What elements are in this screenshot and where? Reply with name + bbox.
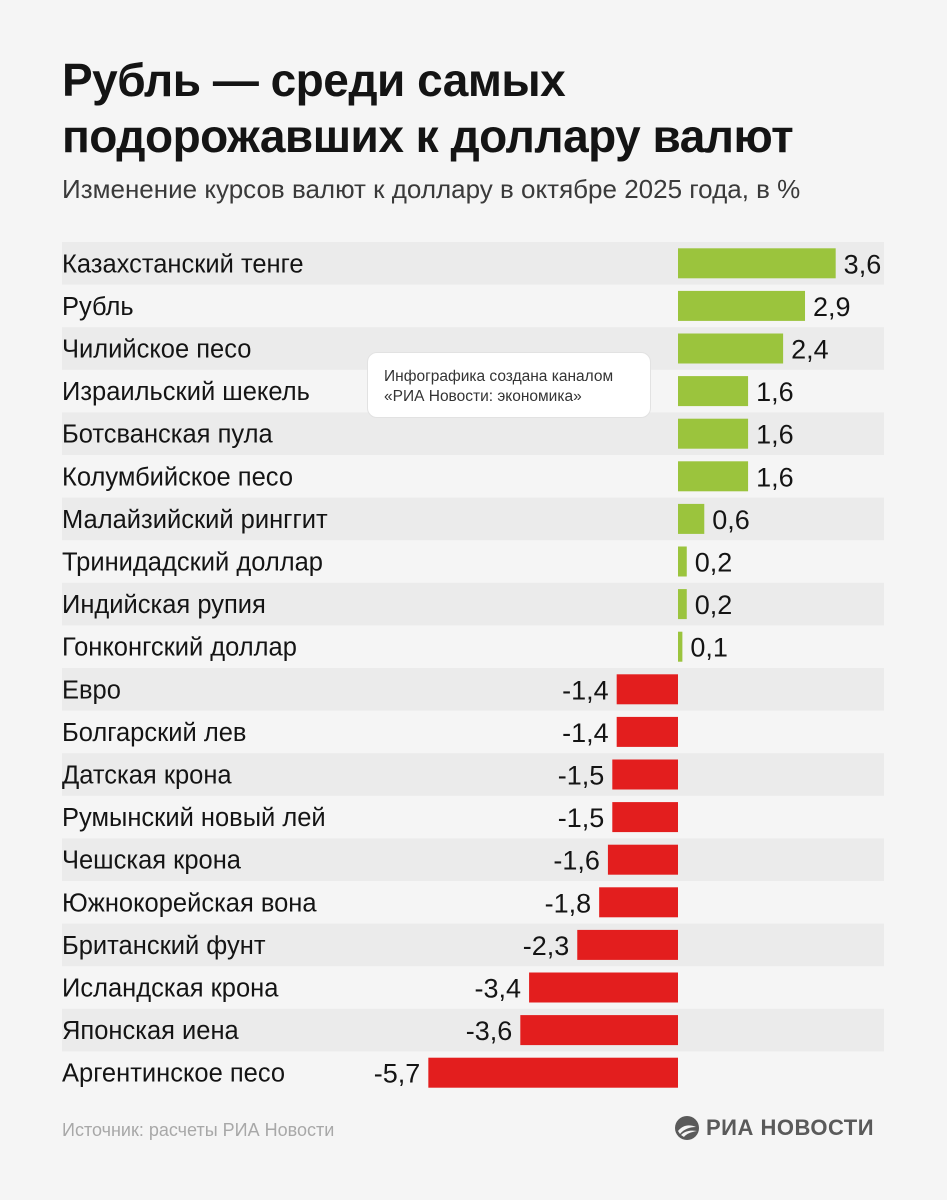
data-label: -2,3	[523, 931, 570, 961]
category-label: Аргентинское песо	[62, 1060, 285, 1088]
watermark-line-2: «РИА Новости: экономика»	[384, 388, 582, 405]
row-stripe	[62, 1008, 884, 1052]
bar	[616, 716, 678, 747]
bar	[678, 248, 836, 279]
category-label: Евро	[62, 676, 121, 704]
category-label: Румынский новый лей	[62, 804, 326, 832]
bar	[678, 589, 687, 620]
bar	[678, 546, 687, 577]
category-label: Ботсванская пула	[62, 421, 273, 449]
data-label: 0,2	[695, 548, 733, 578]
category-label: Чилийское песо	[62, 336, 251, 364]
data-label: 1,6	[756, 377, 794, 407]
bar	[678, 290, 806, 321]
ria-logo-text: РИА НОВОСТИ	[706, 1115, 875, 1140]
data-label: -1,4	[562, 718, 609, 748]
row-stripe	[62, 582, 884, 626]
bar	[678, 376, 749, 407]
data-label: 0,1	[690, 633, 728, 663]
bar	[678, 631, 683, 662]
bar	[599, 887, 678, 918]
data-label: 0,2	[695, 590, 733, 620]
bar	[616, 674, 678, 705]
row-stripe	[62, 838, 884, 881]
chart-title: Рубль — среди самых подорожавших к доллар…	[62, 52, 922, 164]
category-label: Болгарский лев	[62, 719, 246, 747]
data-label: -1,4	[562, 675, 609, 705]
bar	[678, 461, 749, 492]
title-line-2: подорожавших к доллару валют	[62, 110, 794, 162]
bar	[678, 503, 705, 534]
data-label: -1,5	[558, 761, 605, 791]
category-label: Британский фунт	[62, 932, 266, 960]
bar	[612, 759, 678, 790]
data-label: -5,7	[374, 1059, 421, 1089]
watermark-line-1: Инфографика создана каналом	[384, 368, 614, 385]
data-label: -3,6	[466, 1016, 513, 1046]
category-label: Японская иена	[62, 1017, 240, 1045]
data-label: 2,4	[791, 335, 829, 365]
bar	[612, 802, 678, 833]
bar	[529, 972, 678, 1003]
category-label: Рубль	[62, 293, 134, 321]
category-label: Малайзийский ринггит	[62, 506, 328, 534]
data-label: -3,4	[475, 974, 522, 1004]
row-stripe	[62, 753, 884, 796]
category-label: Индийская рупия	[62, 591, 266, 619]
bar	[678, 418, 749, 449]
row-stripe	[62, 923, 884, 967]
row-stripe	[62, 497, 884, 541]
category-label: Казахстанский тенге	[62, 250, 304, 278]
data-label: 3,6	[844, 249, 882, 279]
ria-logo-icon	[675, 1116, 699, 1140]
data-label: 2,9	[813, 292, 851, 322]
bar	[520, 1015, 678, 1046]
data-label: 1,6	[756, 420, 794, 450]
data-label: 1,6	[756, 462, 794, 492]
category-label: Чешская крона	[62, 847, 242, 875]
bar	[577, 929, 678, 960]
title-line-1: Рубль — среди самых	[62, 54, 566, 106]
category-label: Израильский шекель	[62, 378, 310, 406]
data-label: -1,6	[553, 846, 600, 876]
category-label: Тринидадский доллар	[62, 549, 323, 577]
watermark-note: Инфографика создана каналом «РИА Новости…	[367, 352, 651, 418]
bar	[428, 1057, 678, 1088]
category-label: Гонконгский доллар	[62, 634, 297, 662]
bar	[678, 333, 784, 364]
chart-subtitle: Изменение курсов валют к доллару в октяб…	[62, 174, 801, 204]
ria-logo: РИА НОВОСТИ	[674, 1112, 874, 1144]
row-stripe	[62, 668, 884, 711]
data-label: -1,5	[558, 803, 605, 833]
category-label: Исландская крона	[62, 975, 279, 1003]
source-note: Источник: расчеты РИА Новости	[62, 1120, 335, 1140]
data-label: 0,6	[712, 505, 750, 535]
bar	[607, 844, 678, 875]
category-label: Датская крона	[62, 762, 232, 790]
data-label: -1,8	[545, 888, 592, 918]
category-label: Южнокорейская вона	[62, 889, 317, 917]
category-label: Колумбийское песо	[62, 463, 293, 491]
